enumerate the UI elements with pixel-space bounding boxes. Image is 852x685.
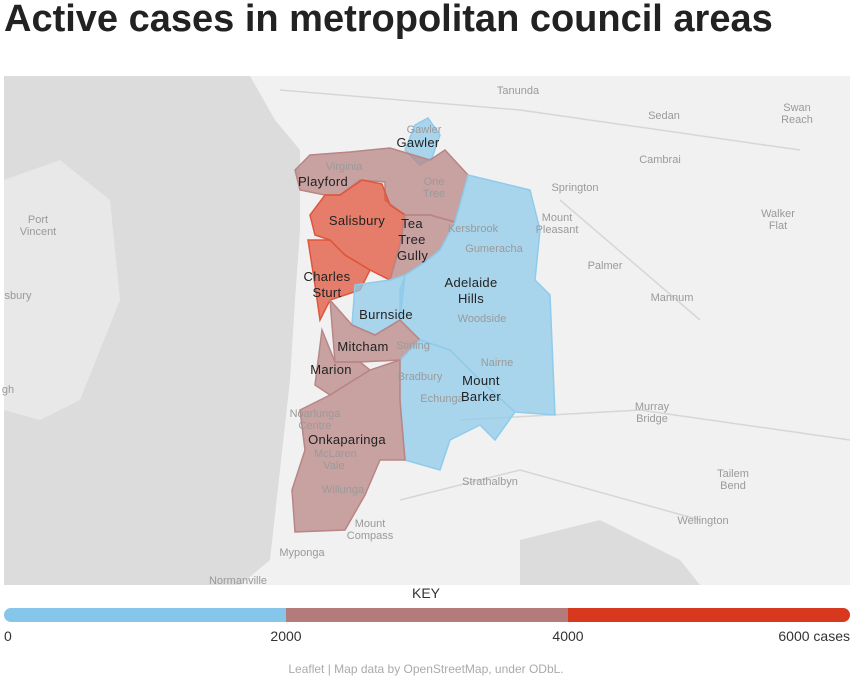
place-label: Tailem Bend xyxy=(717,468,749,492)
place-label: Echunga xyxy=(420,393,464,405)
key-cap xyxy=(836,608,850,622)
council-label: Adelaide Hills xyxy=(444,275,498,306)
council-label: Gawler xyxy=(396,135,440,150)
peninsula xyxy=(4,160,120,420)
place-label: Springton xyxy=(551,182,599,194)
place-label: Nairne xyxy=(480,357,514,369)
place-label: Cambrai xyxy=(639,154,681,166)
key-tick-label: 2000 xyxy=(270,628,302,644)
place-label: Gumeracha xyxy=(465,243,523,255)
lake xyxy=(520,520,700,585)
place-label: Willunga xyxy=(321,484,365,496)
council-area xyxy=(291,358,406,533)
place-label: Wellington xyxy=(677,515,729,527)
place-label: Virginia xyxy=(325,161,363,173)
place-label: Mount Compass xyxy=(346,518,394,542)
place-label: Swan Reach xyxy=(781,102,813,126)
place-label: Gawler xyxy=(406,124,442,136)
place-label: Palmer xyxy=(587,260,623,272)
council-label: Marion xyxy=(310,362,352,377)
key-cap xyxy=(4,608,18,622)
page-title: Active cases in metropolitan council are… xyxy=(4,0,773,40)
place-label: Mannum xyxy=(650,292,694,304)
key-segment xyxy=(568,608,843,622)
attribution: Leaflet | Map data by OpenStreetMap, und… xyxy=(288,662,564,676)
place-label: Port Vincent xyxy=(19,214,57,238)
place-label: One Tree xyxy=(422,176,446,200)
place-label: Strathalbyn xyxy=(462,476,518,488)
key-tick-label: 4000 xyxy=(552,628,584,644)
council-label: Charles Sturt xyxy=(303,269,351,300)
place-label: Walker Flat xyxy=(761,208,795,232)
place-label: Woodside xyxy=(457,313,507,325)
place-label: McLaren Vale xyxy=(314,448,357,472)
key-title: KEY xyxy=(411,585,440,601)
council-label: Onkaparinga xyxy=(308,432,386,447)
place-label: Normanville xyxy=(208,575,268,587)
key-tick-label: 6000 cases xyxy=(778,628,850,644)
council-label: Mount Barker xyxy=(460,373,502,404)
council-label: Mitcham xyxy=(337,339,389,354)
key-segment xyxy=(286,608,568,622)
council-label: Playford xyxy=(297,174,349,189)
place-label: Mount Pleasant xyxy=(535,212,579,236)
place-label: Noarlunga Centre xyxy=(289,408,341,432)
council-label: Salisbury xyxy=(328,213,386,228)
place-label: Stirling xyxy=(396,340,430,352)
place-label: Murray Bridge xyxy=(634,401,670,425)
place-label: Kersbrook xyxy=(447,223,499,235)
key-tick-label: 0 xyxy=(4,628,12,644)
place-label: sbury xyxy=(4,290,32,302)
road xyxy=(279,89,851,521)
place-label: Bradbury xyxy=(397,371,443,383)
key-segment xyxy=(11,608,286,622)
council-label: Tea Tree Gully xyxy=(397,216,429,263)
place-label: Tanunda xyxy=(496,85,540,97)
place-label: gh xyxy=(1,384,15,396)
council-label: Burnside xyxy=(359,307,413,322)
place-label: Sedan xyxy=(648,110,680,122)
council-areas xyxy=(291,117,556,533)
place-label: Myponga xyxy=(279,547,325,559)
